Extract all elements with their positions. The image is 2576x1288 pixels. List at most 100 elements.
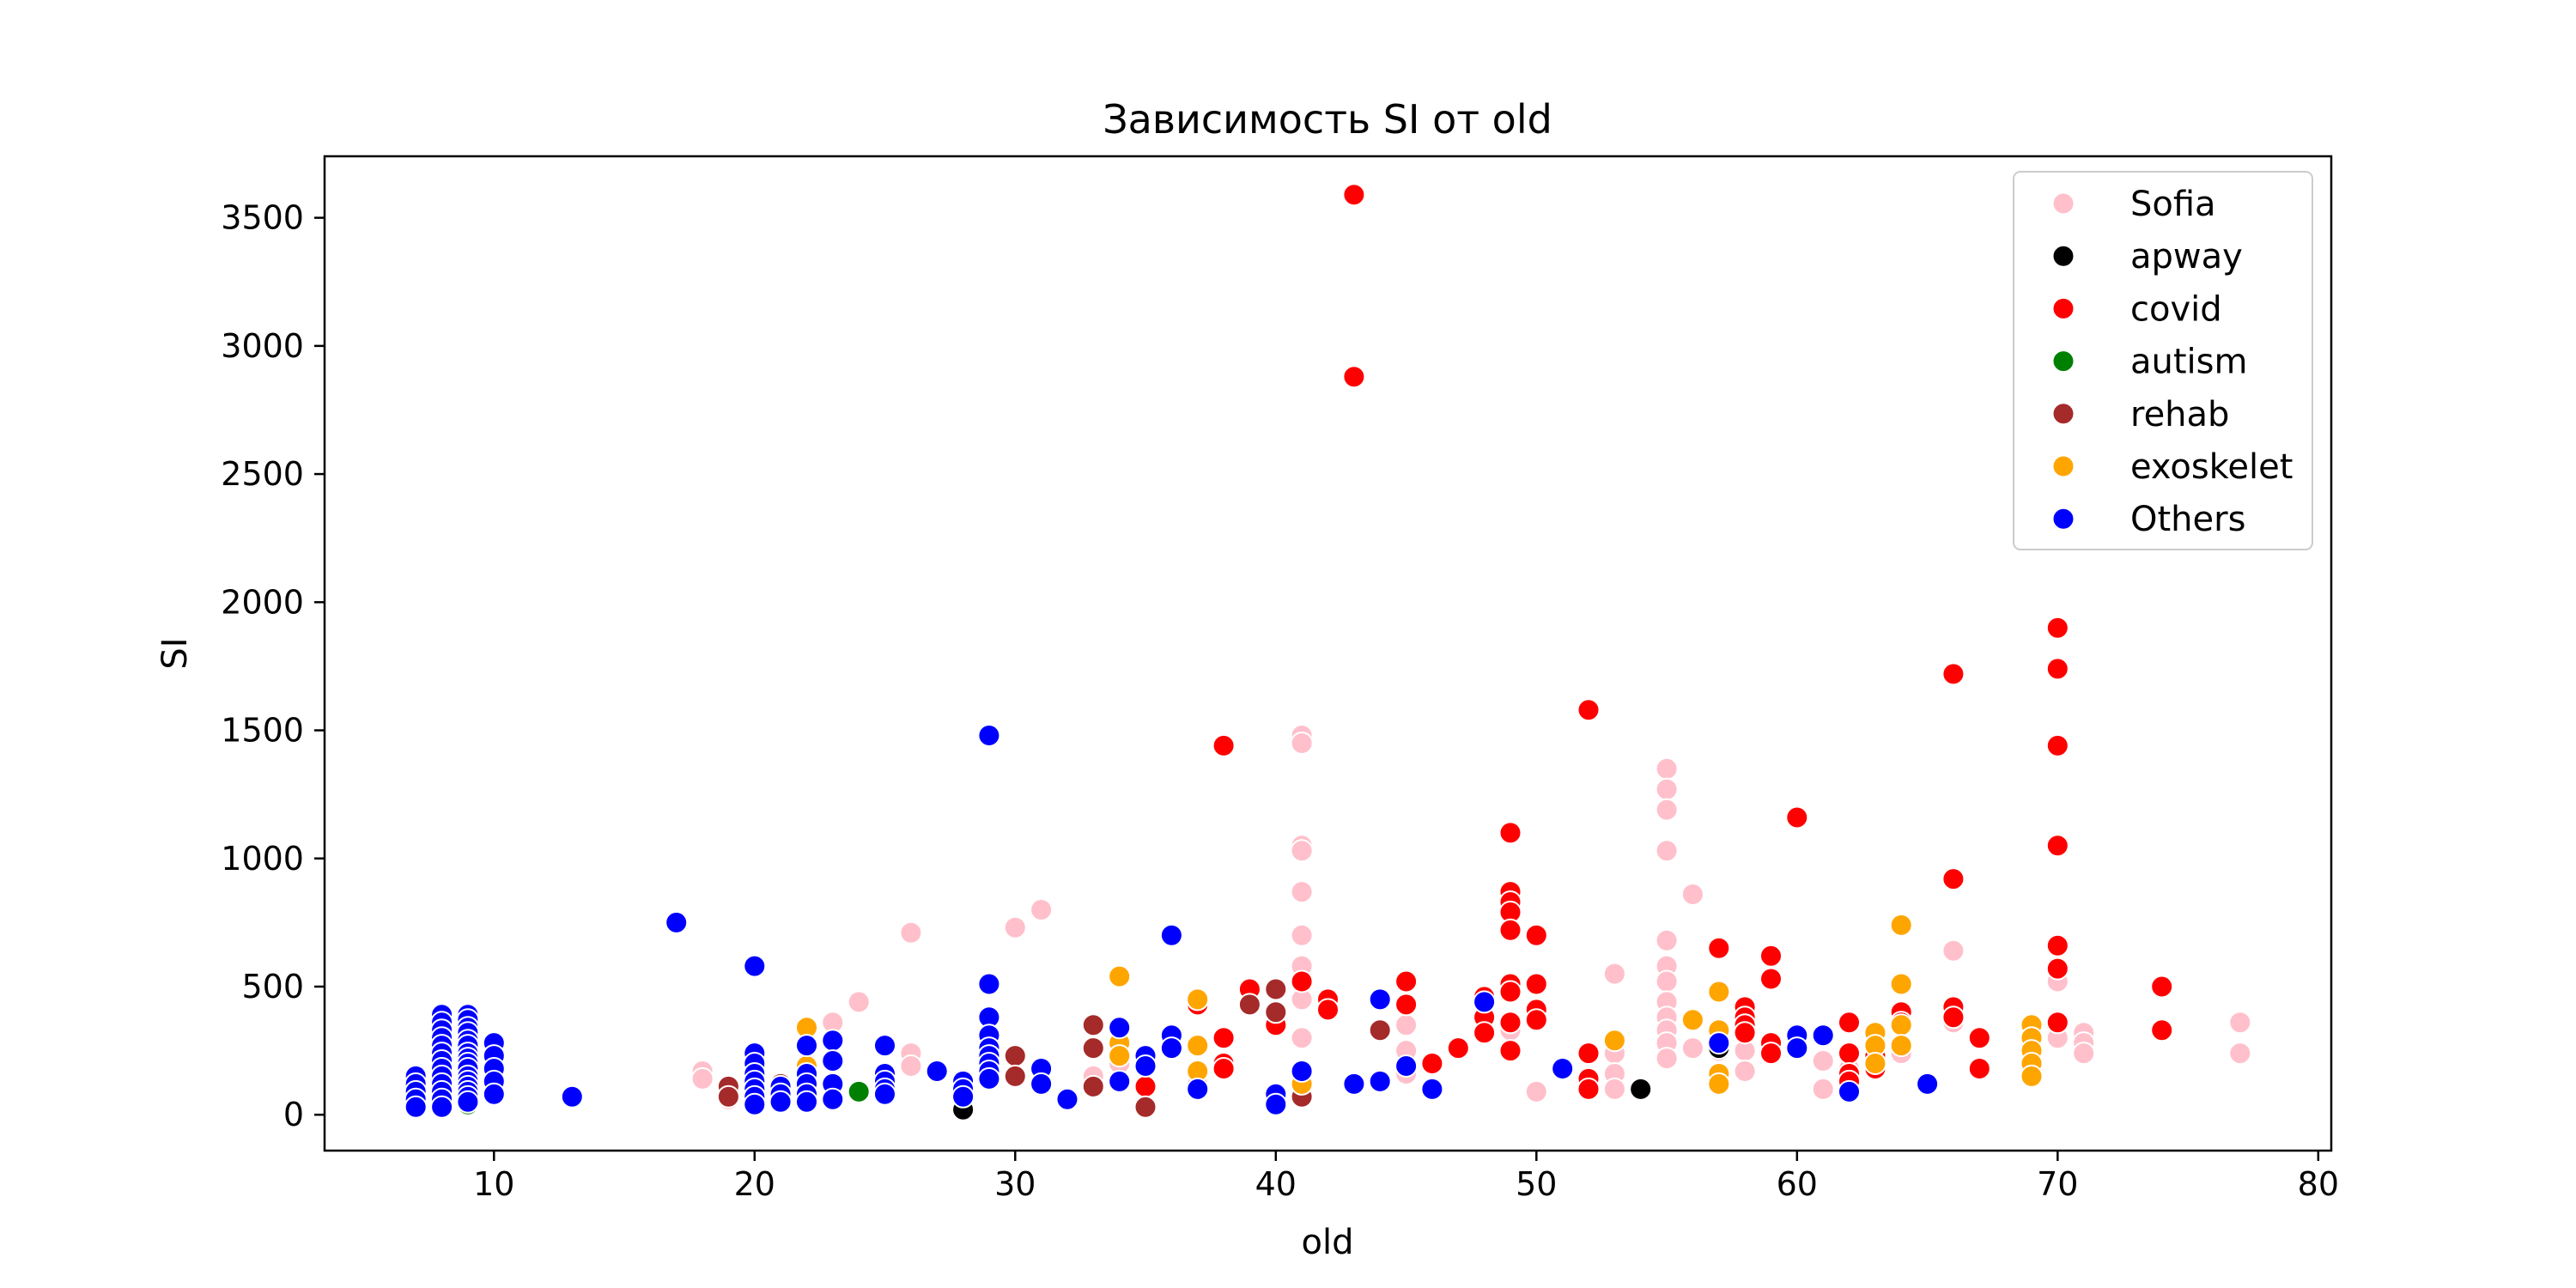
data-point [1108,1069,1132,1093]
legend-label: Sofia [2130,185,2216,224]
x-tick-label: 40 [1255,1165,1297,1203]
data-point [977,724,1001,747]
data-point [1186,1077,1210,1101]
data-point [1707,1072,1731,1096]
data-point [1186,1034,1210,1058]
data-point [795,1090,818,1114]
data-point [1629,1077,1653,1101]
legend-item-sofia: Sofia [2051,185,2216,224]
data-point [821,1087,845,1111]
x-tick-label: 80 [2298,1165,2339,1203]
data-point [560,1084,584,1109]
data-point [1003,915,1027,939]
data-point [1394,969,1419,993]
data-point [1264,1092,1288,1116]
data-point [899,1054,923,1078]
legend-label: exoskelet [2130,447,2293,487]
legend-marker [2051,349,2075,374]
y-tick-label: 500 [241,968,304,1005]
x-tick-label: 50 [1516,1165,1557,1203]
data-point [1759,944,1783,968]
data-point [1967,1026,1991,1050]
data-point [1420,1052,1444,1075]
data-point [2072,1042,2096,1066]
data-point [821,1029,845,1053]
legend-frame [2013,171,2313,550]
legend-item-autism: autism [2051,343,2247,382]
data-point [1394,1013,1419,1037]
data-point [1498,980,1522,1004]
data-point [1838,1042,1861,1066]
data-point [1212,1026,1236,1050]
data-point [2045,657,2069,681]
data-point [1889,1013,1913,1037]
data-point [1186,987,1210,1012]
data-point [873,1034,896,1058]
data-point [769,1090,793,1114]
data-point [1290,1026,1314,1050]
data-point [1889,913,1913,937]
data-point [1473,990,1497,1014]
data-point [925,1060,949,1083]
data-point [690,1066,714,1091]
data-point [1680,1008,1704,1032]
y-tick-label: 2500 [221,455,304,493]
data-point [1159,1036,1183,1060]
data-point [1030,1072,1054,1096]
y-tick-label: 3000 [221,327,304,365]
legend-item-others: Others [2051,500,2245,539]
data-point [1811,1024,1835,1048]
data-point [2150,975,2174,999]
data-point [1889,972,1913,996]
data-point [1003,1044,1027,1068]
data-point [1941,867,1965,891]
data-point [1394,993,1419,1017]
data-point [1967,1057,1991,1080]
data-point [1133,1054,1157,1078]
data-point [1473,1021,1497,1045]
data-point [1290,839,1314,863]
data-point [1655,928,1679,952]
data-point [795,1034,818,1058]
legend-label: covid [2130,289,2222,329]
data-point [1133,1074,1157,1098]
data-point [1941,662,1965,686]
data-point [1811,1077,1835,1101]
y-tick-label: 1500 [221,712,304,750]
data-point [1577,698,1601,722]
data-point [482,1082,506,1106]
data-point [1707,980,1731,1004]
data-point [1290,1060,1314,1083]
data-point [1133,1095,1157,1119]
data-point [1498,821,1522,845]
data-point [1524,1079,1548,1103]
data-point [847,990,871,1014]
data-point [873,1082,896,1106]
data-point [1524,923,1548,947]
data-point [2045,957,2069,981]
data-point [1707,1031,1731,1055]
data-point [1159,923,1183,947]
data-point [716,1084,740,1109]
legend-marker [2051,191,2075,216]
data-point [1577,1077,1601,1101]
series-sofia [690,724,2252,1111]
data-point [1577,1042,1601,1066]
data-point [1290,880,1314,904]
data-point [1237,993,1261,1017]
data-point [1863,1052,1887,1075]
data-point [1108,1044,1132,1068]
data-point [1342,1072,1366,1096]
y-axis-ticks: 0 500 1000 1500 2000 2500 3000 3500 [221,199,325,1133]
data-point [1316,998,1340,1022]
data-point [1551,1057,1575,1080]
data-point [2228,1042,2252,1066]
legend-label: autism [2130,343,2247,382]
data-point [1420,1077,1444,1101]
data-point [1655,969,1679,993]
data-point [1733,1021,1757,1045]
data-point [1290,923,1314,947]
data-point [1264,977,1288,1001]
data-points [404,183,2252,1121]
data-point [1941,1005,1965,1030]
